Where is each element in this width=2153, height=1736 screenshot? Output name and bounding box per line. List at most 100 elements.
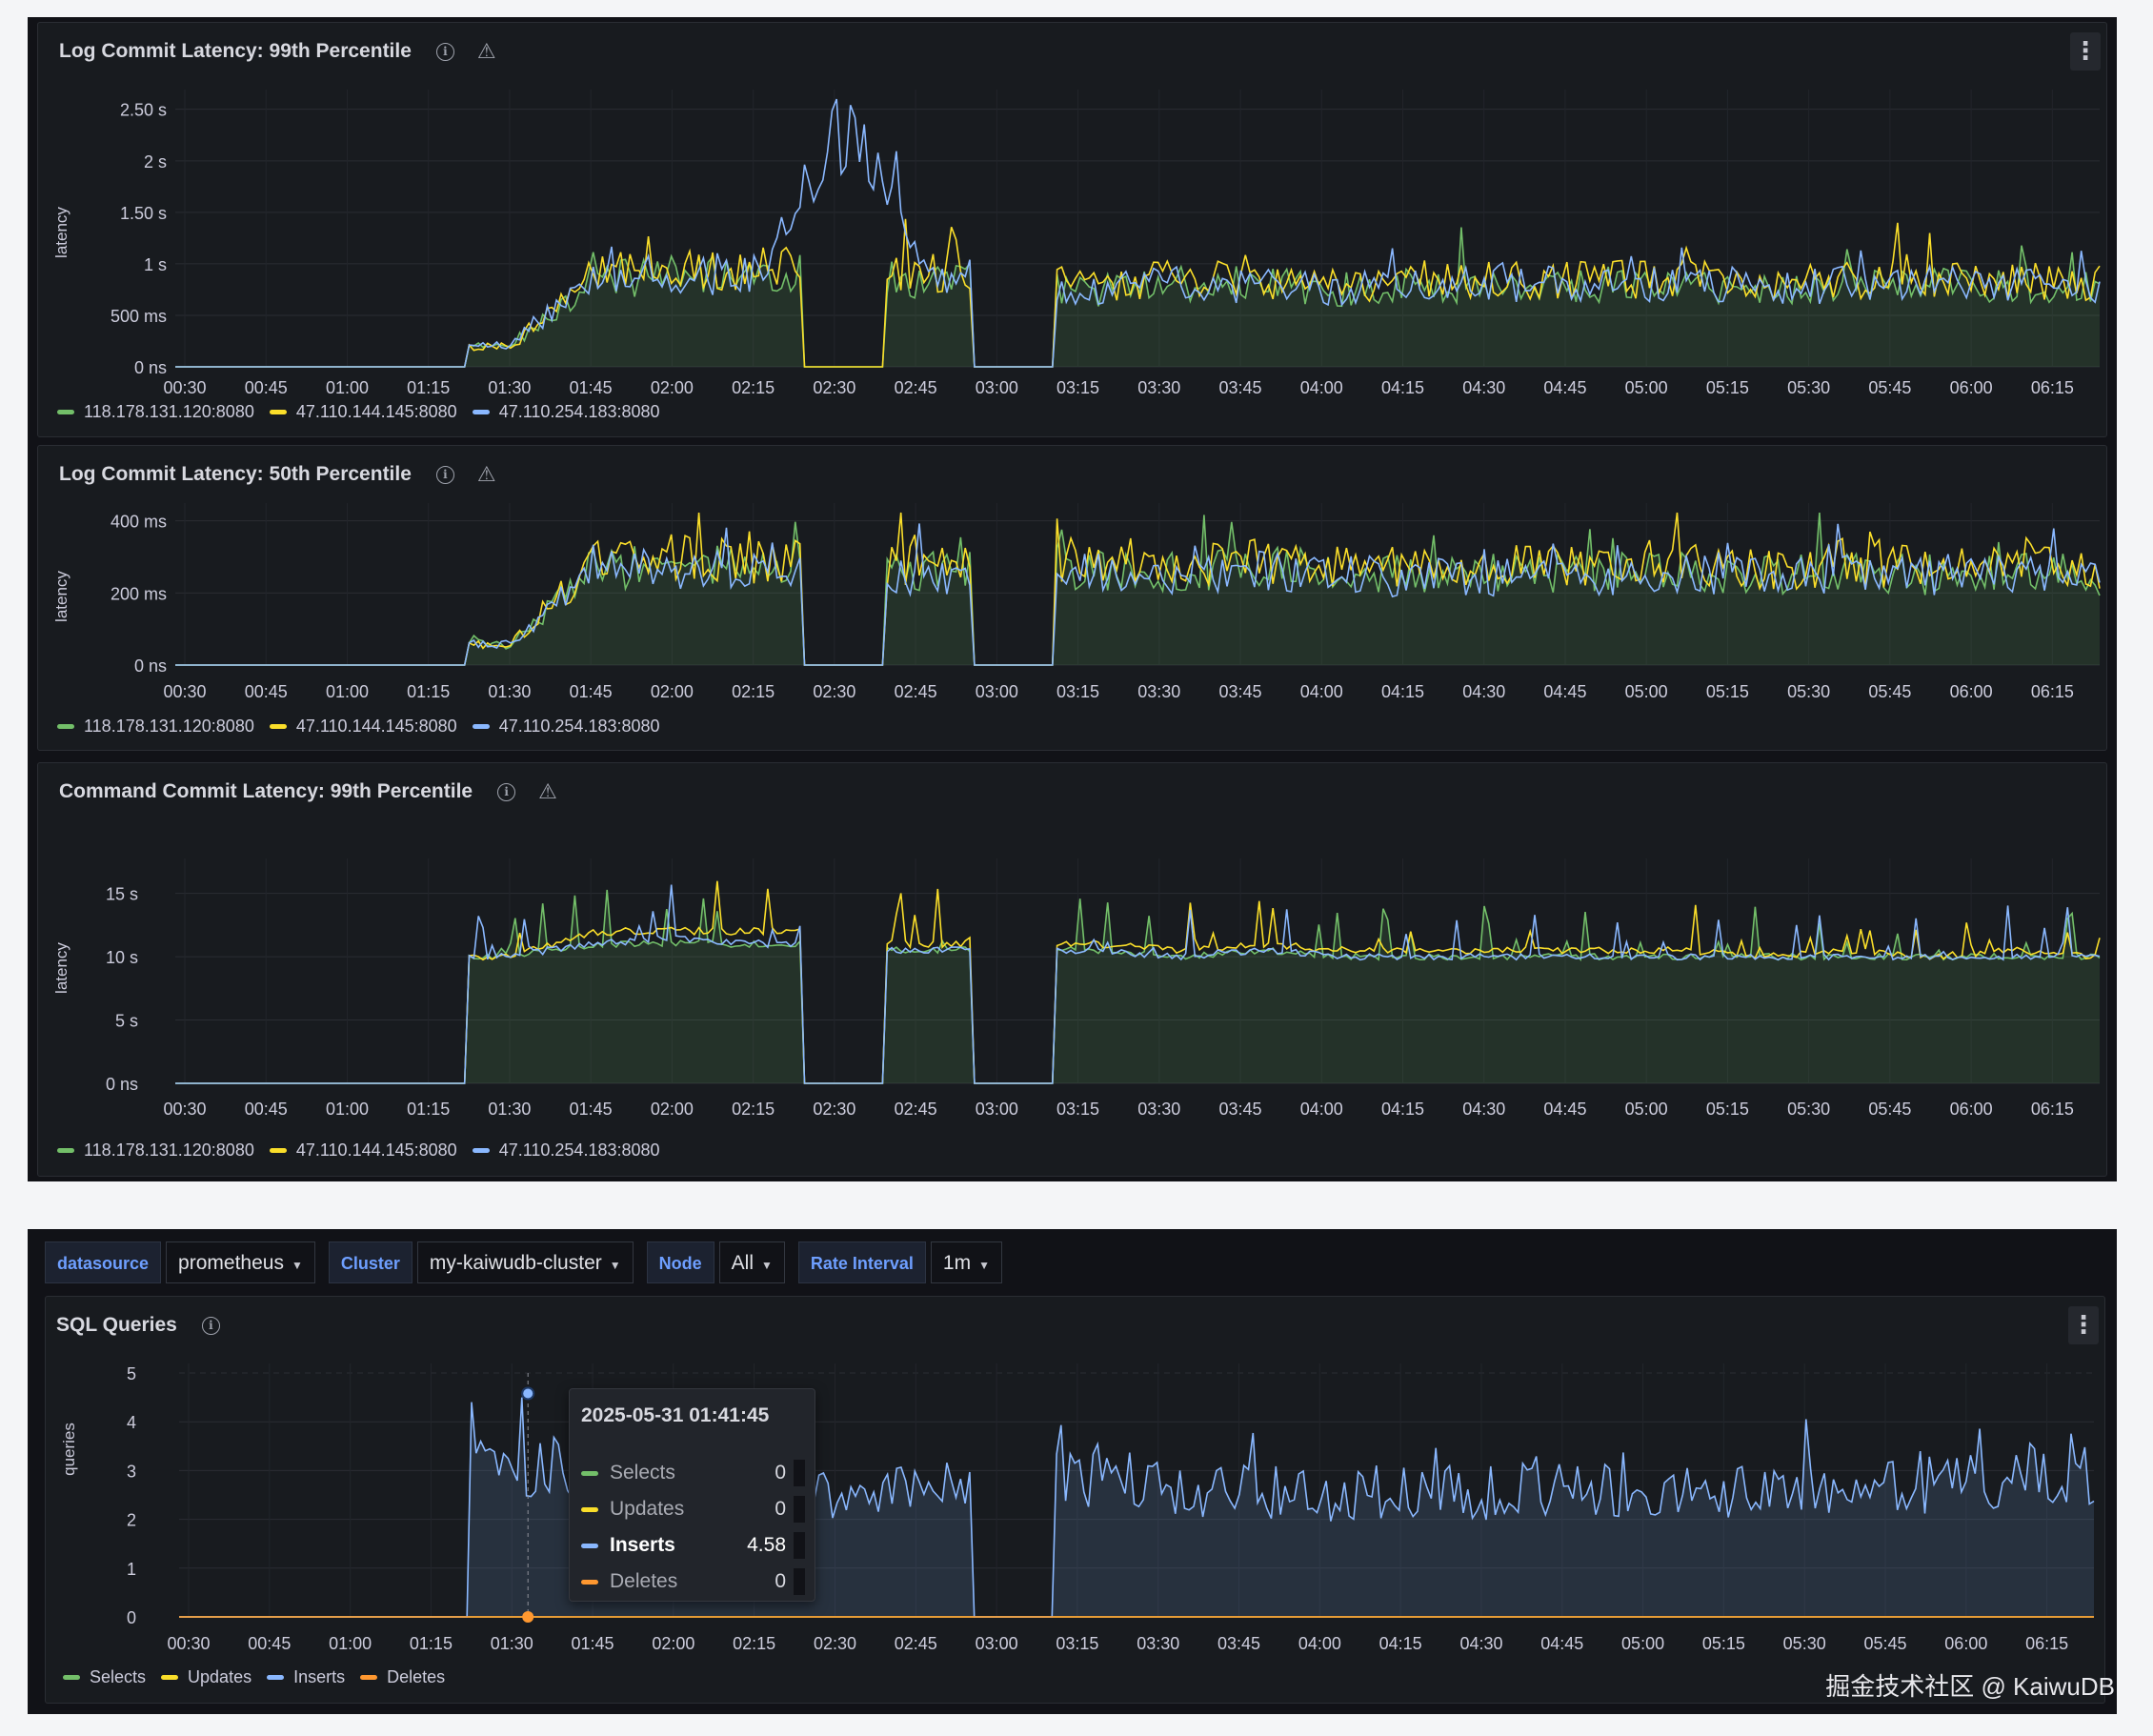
info-icon[interactable]: i [435, 465, 454, 484]
x-tick-label: 06:00 [1944, 1634, 1987, 1653]
x-tick-label: 03:45 [1218, 1100, 1261, 1119]
x-tick-label: 04:30 [1462, 1100, 1505, 1119]
legend-swatch [63, 1675, 80, 1680]
y-axis-label: queries [60, 1423, 78, 1476]
x-tick-label: 04:15 [1381, 682, 1424, 701]
chevron-down-icon: ▼ [760, 1259, 773, 1272]
x-tick-label: 02:30 [813, 378, 855, 397]
warning-icon[interactable]: ⚠ [476, 39, 496, 63]
panel-menu-button[interactable]: ⋮ [2068, 1306, 2099, 1344]
y-tick-label: 0 ns [134, 358, 167, 377]
x-tick-label: 05:00 [1621, 1634, 1664, 1653]
warning-icon[interactable]: ⚠ [538, 779, 557, 803]
dashboard-top: Log Commit Latency: 99th Percentile i ⚠ … [28, 17, 2117, 1181]
series-area [175, 227, 2100, 367]
y-tick-label: 2 s [144, 152, 167, 172]
x-tick-label: 02:00 [652, 1634, 694, 1653]
x-tick-label: 05:45 [1868, 682, 1911, 701]
x-tick-label: 01:00 [329, 1634, 372, 1653]
x-tick-label: 06:15 [2031, 378, 2074, 397]
legend-item[interactable]: Selects [63, 1667, 146, 1687]
x-tick-label: 06:00 [1950, 378, 1993, 397]
panel-log-commit-p99: Log Commit Latency: 99th Percentile i ⚠ … [37, 22, 2107, 437]
info-icon[interactable]: i [201, 1316, 220, 1335]
legend-label: 118.178.131.120:8080 [84, 1141, 254, 1160]
tooltip: 2025-05-31 01:41:45 Selects 0 Updates 0 In… [569, 1388, 815, 1602]
x-tick-label: 05:00 [1625, 378, 1668, 397]
legend: 118.178.131.120:8080 47.110.144.145:8080… [57, 717, 660, 737]
legend-swatch [267, 1675, 285, 1680]
x-tick-label: 06:15 [2025, 1634, 2068, 1653]
legend-item[interactable]: Deletes [360, 1667, 445, 1687]
legend: 118.178.131.120:8080 47.110.144.145:8080… [57, 402, 660, 422]
y-tick-label: 200 ms [111, 584, 167, 603]
x-tick-label: 00:30 [163, 682, 206, 701]
x-tick-label: 04:00 [1300, 378, 1343, 397]
warning-icon[interactable]: ⚠ [476, 462, 496, 486]
legend-item[interactable]: 118.178.131.120:8080 [57, 402, 254, 422]
x-tick-label: 04:45 [1543, 1100, 1586, 1119]
tooltip-series-name: Updates [610, 1498, 685, 1520]
tooltip-swatch [581, 1506, 598, 1512]
legend-item[interactable]: 47.110.144.145:8080 [269, 1141, 457, 1161]
x-tick-label: 05:30 [1783, 1634, 1826, 1653]
cluster-select[interactable]: my-kaiwudb-cluster ▼ [416, 1241, 634, 1283]
x-tick-label: 02:15 [732, 682, 775, 701]
info-icon[interactable]: i [435, 42, 454, 61]
legend-item[interactable]: 47.110.144.145:8080 [269, 717, 457, 737]
panel-title: Log Commit Latency: 50th Percentile [59, 463, 412, 485]
x-tick-label: 04:45 [1543, 682, 1586, 701]
y-tick-label: 5 [127, 1364, 136, 1383]
panel-title: SQL Queries [56, 1314, 177, 1336]
x-tick-label: 05:15 [1702, 1634, 1745, 1653]
legend-item[interactable]: 118.178.131.120:8080 [57, 717, 254, 737]
x-tick-label: 02:45 [895, 1100, 937, 1119]
x-tick-label: 03:00 [976, 378, 1018, 397]
info-icon[interactable]: i [497, 782, 516, 801]
x-tick-label: 01:00 [326, 682, 369, 701]
x-tick-label: 03:00 [976, 1100, 1018, 1119]
legend-swatch [472, 1148, 490, 1153]
y-tick-label: 3 [127, 1462, 136, 1481]
rate-interval-select[interactable]: 1m ▼ [930, 1241, 1002, 1283]
tooltip-swatch [581, 1543, 598, 1548]
tooltip-bar [794, 1532, 805, 1559]
legend-swatch [161, 1675, 179, 1680]
variable-label-rate-interval: Rate Interval [797, 1241, 926, 1283]
variable-label-node: Node [646, 1241, 714, 1283]
x-tick-label: 03:45 [1218, 378, 1261, 397]
panel-menu-button[interactable]: ⋮ [2070, 32, 2101, 71]
series-line [175, 512, 2101, 666]
tooltip-series-name: Selects [610, 1462, 675, 1484]
tooltip-row: Deletes 0 [581, 1564, 805, 1599]
x-tick-label: 01:15 [407, 1100, 450, 1119]
legend-item[interactable]: Inserts [267, 1667, 345, 1687]
chevron-down-icon: ▼ [291, 1259, 303, 1272]
legend-label: Updates [188, 1667, 252, 1686]
tooltip-time: 2025-05-31 01:41:45 [581, 1404, 770, 1426]
legend-item[interactable]: 47.110.254.183:8080 [472, 717, 660, 737]
legend-item[interactable]: 47.110.144.145:8080 [269, 402, 457, 422]
legend-label: 47.110.144.145:8080 [295, 1141, 457, 1160]
x-tick-label: 03:00 [976, 1634, 1018, 1653]
y-axis-label: latency [52, 207, 70, 258]
legend-label: Inserts [293, 1667, 346, 1686]
x-tick-label: 01:15 [410, 1634, 453, 1653]
legend-item[interactable]: 47.110.254.183:8080 [472, 1141, 660, 1161]
x-tick-label: 02:45 [895, 378, 937, 397]
x-tick-label: 02:45 [895, 682, 937, 701]
x-tick-label: 01:45 [570, 682, 613, 701]
x-tick-label: 06:15 [2031, 1100, 2074, 1119]
tooltip-bar [794, 1460, 805, 1486]
node-select[interactable]: All ▼ [718, 1241, 785, 1283]
legend-item[interactable]: 47.110.254.183:8080 [472, 402, 660, 422]
x-tick-label: 05:30 [1787, 378, 1830, 397]
legend-item[interactable]: 118.178.131.120:8080 [57, 1141, 254, 1161]
series-line [175, 98, 2101, 368]
legend-label: 47.110.144.145:8080 [295, 717, 457, 736]
datasource-select[interactable]: prometheus ▼ [166, 1241, 315, 1283]
legend-item[interactable]: Updates [161, 1667, 252, 1687]
x-tick-label: 05:15 [1706, 1100, 1749, 1119]
x-tick-label: 01:15 [407, 682, 450, 701]
panel-sql-queries: SQL Queries i ⋮ 0 1 2 3 4 5 queries 00:30 00:45 0… [45, 1296, 2105, 1704]
